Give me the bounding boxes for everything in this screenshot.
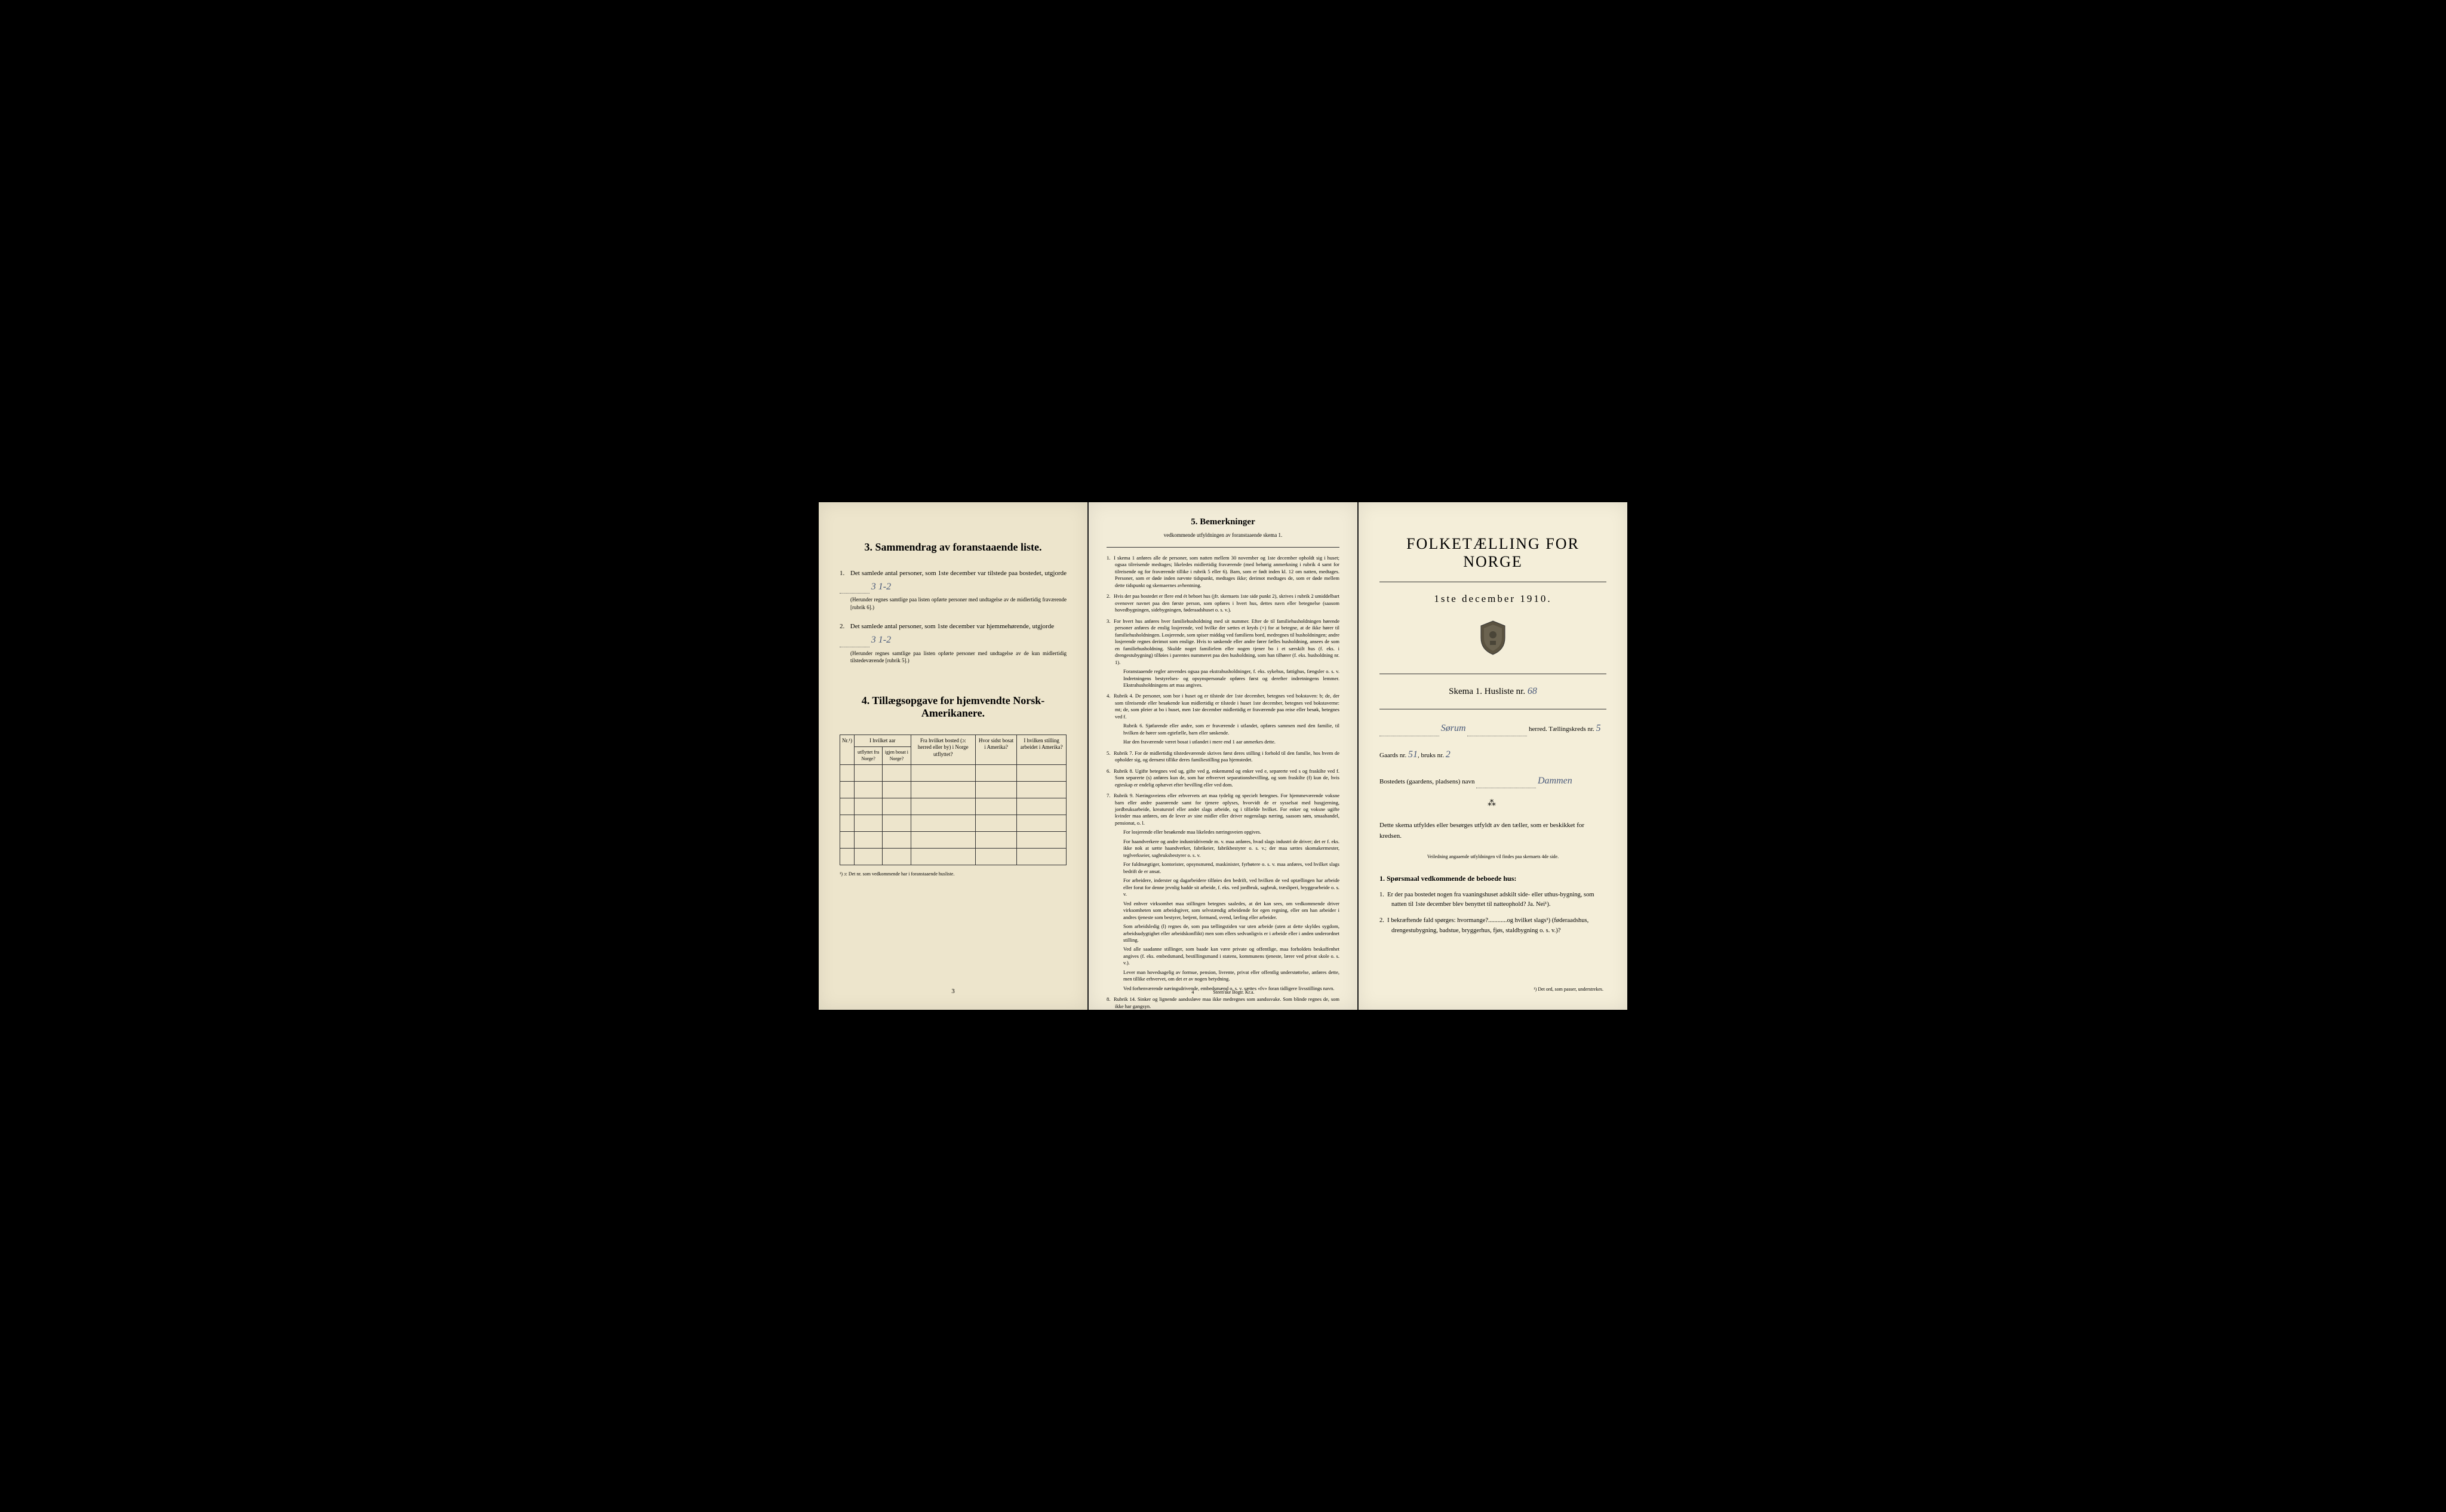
item-2-paren: (Herunder regnes samtlige paa listen opf… — [850, 650, 1067, 665]
item-1-paren: (Herunder regnes samtlige paa listen opf… — [850, 596, 1067, 611]
remark-6: 6.Rubrik 8. Ugifte betegnes ved ug, gift… — [1107, 768, 1339, 788]
section-5-subtitle: vedkommende utfyldningen av foranstaaend… — [1107, 532, 1339, 538]
page-1: FOLKETÆLLING FOR NORGE 1ste december 191… — [1359, 502, 1627, 1010]
page-4: 5. Bemerkninger vedkommende utfyldningen… — [1089, 502, 1357, 1010]
coat-of-arms — [1379, 620, 1606, 659]
ornament: ⁂ — [1379, 798, 1606, 809]
table-row — [840, 832, 1067, 849]
question-2: 2. I bekræftende fald spørges: hvormange… — [1379, 916, 1606, 936]
col-bosted: Fra hvilket bosted (ɔ: herred eller by) … — [911, 735, 975, 764]
husliste-nr: 68 — [1528, 686, 1537, 696]
col-aar-sub2: igjen bosat i Norge? — [883, 747, 911, 765]
date-subtitle: 1ste december 1910. — [1379, 593, 1606, 605]
bruks-nr: 2 — [1446, 749, 1451, 760]
section-4-heading: 4. Tillægsopgave for hjemvendte Norsk-Am… — [840, 694, 1067, 720]
item-1: 1. Det samlede antal personer, som 1ste … — [840, 568, 1067, 611]
item-1-text: Det samlede antal personer, som 1ste dec… — [850, 570, 1067, 577]
table-row — [840, 798, 1067, 815]
remarks-list: 1.I skema 1 anføres alle de personer, so… — [1107, 555, 1339, 1010]
item-1-value: 3 1-2 — [871, 582, 891, 592]
section-3-heading: 3. Sammendrag av foranstaaende liste. — [840, 541, 1067, 554]
main-title: FOLKETÆLLING FOR NORGE — [1379, 535, 1606, 571]
table-row — [840, 782, 1067, 798]
bosted-value: Dammen — [1538, 776, 1572, 786]
table-row — [840, 765, 1067, 782]
table-row — [840, 815, 1067, 832]
question-heading: 1. Spørsmaal vedkommende de beboede hus: — [1379, 874, 1606, 883]
question-1: 1. Er der paa bostedet nogen fra vaaning… — [1379, 890, 1606, 911]
remark-4: 4.Rubrik 4. De personer, som bor i huset… — [1107, 693, 1339, 745]
census-document: 3. Sammendrag av foranstaaende liste. 1.… — [819, 502, 1627, 1010]
remark-3: 3.For hvert hus anføres hver familiehush… — [1107, 618, 1339, 689]
remark-1: 1.I skema 1 anføres alle de personer, so… — [1107, 555, 1339, 589]
page-3: 3. Sammendrag av foranstaaende liste. 1.… — [819, 502, 1087, 1010]
item-2: 2. Det samlede antal personer, som 1ste … — [840, 622, 1067, 664]
remark-2: 2.Hvis der paa bostedet er flere end ét … — [1107, 593, 1339, 613]
kreds-nr: 5 — [1596, 723, 1601, 733]
underline-footnote: ¹) Det ord, som passer, understrekes. — [1534, 987, 1603, 992]
col-stilling: I hvilken stilling arbeidet i Amerika? — [1017, 735, 1067, 764]
remark-5: 5.Rubrik 7. For de midlertidig tilstedev… — [1107, 750, 1339, 764]
col-aar-sub1: utflyttet fra Norge? — [854, 747, 882, 765]
emigrant-table: Nr.¹) I hvilket aar Fra hvilket bosted (… — [840, 735, 1067, 865]
item-2-text: Det samlede antal personer, som 1ste dec… — [850, 623, 1054, 630]
gaards-line: Gaards nr. 51, bruks nr. 2 — [1379, 746, 1606, 764]
skema-line: Skema 1. Husliste nr. 68 — [1379, 686, 1606, 697]
page-number-3: 3 — [819, 988, 1087, 995]
remark-7: 7.Rubrik 9. Næringsveiens eller erhverve… — [1107, 792, 1339, 992]
guidance-note: Veiledning angaaende utfyldningen vil fi… — [1379, 854, 1606, 859]
section-5-heading: 5. Bemerkninger — [1107, 517, 1339, 527]
herred-line: Sørum herred. Tællingskreds nr. 5 — [1379, 720, 1606, 737]
col-nr: Nr.¹) — [840, 735, 855, 764]
table-row — [840, 849, 1067, 865]
printer-mark: 4 Steen'ske Bogtr. Kr.a. — [1089, 989, 1357, 995]
item-2-value: 3 1-2 — [871, 635, 891, 645]
bosted-line: Bostedets (gaardens, pladsens) navn Damm… — [1379, 773, 1606, 790]
herred-value: Sørum — [1441, 723, 1466, 733]
gaards-nr: 51 — [1408, 749, 1418, 760]
fill-instruction: Dette skema utfyldes eller besørges utfy… — [1379, 820, 1606, 841]
col-sidst: Hvor sidst bosat i Amerika? — [975, 735, 1016, 764]
table-footnote: ¹) ɔ: Det nr. som vedkommende har i fora… — [840, 871, 1067, 877]
col-aar: I hvilket aar — [854, 735, 911, 747]
remark-8: 8.Rubrik 14. Sinker og lignende aandsslø… — [1107, 996, 1339, 1010]
